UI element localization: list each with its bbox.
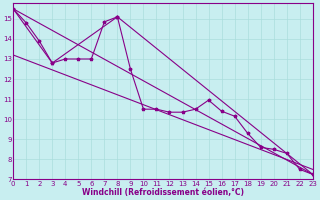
X-axis label: Windchill (Refroidissement éolien,°C): Windchill (Refroidissement éolien,°C): [82, 188, 244, 197]
